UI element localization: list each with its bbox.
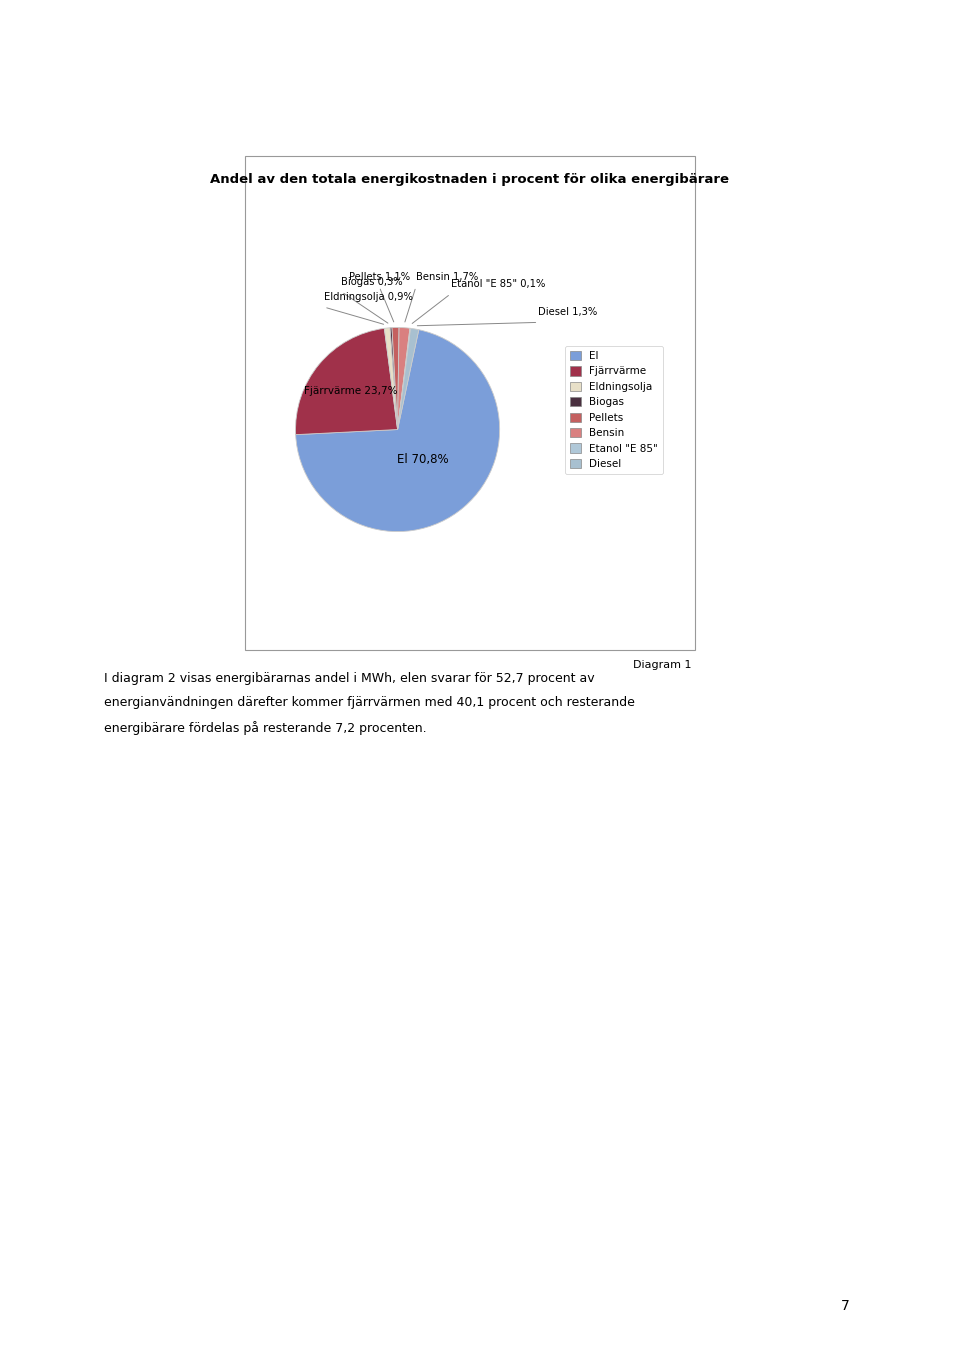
Text: Etanol "E 85" 0,1%: Etanol "E 85" 0,1% [450,278,545,289]
Text: Bensin 1,7%: Bensin 1,7% [416,271,478,281]
Wedge shape [390,328,397,429]
Text: 7: 7 [840,1300,850,1313]
Text: El 70,8%: El 70,8% [397,452,448,466]
Text: Biogas 0,3%: Biogas 0,3% [342,277,403,287]
Wedge shape [296,329,499,532]
Text: Andel av den totala energikostnaden i procent för olika energibärare: Andel av den totala energikostnaden i pr… [210,173,730,185]
Text: Diagram 1: Diagram 1 [633,661,691,670]
Wedge shape [397,328,411,429]
Text: energianvändningen därefter kommer fjärrvärmen med 40,1 procent och resterande: energianvändningen därefter kommer fjärr… [104,696,635,709]
Text: Pellets 1,1%: Pellets 1,1% [348,271,410,281]
Wedge shape [397,328,419,429]
Text: Fjärrvärme 23,7%: Fjärrvärme 23,7% [303,385,397,396]
Legend: El, Fjärrvärme, Eldningsolja, Biogas, Pellets, Bensin, Etanol "E 85", Diesel: El, Fjärrvärme, Eldningsolja, Biogas, Pe… [565,345,663,474]
Wedge shape [296,328,397,435]
Text: Eldningsolja 0,9%: Eldningsolja 0,9% [324,292,413,302]
Text: energibärare fördelas på resterande 7,2 procenten.: energibärare fördelas på resterande 7,2 … [104,721,426,735]
Text: I diagram 2 visas energibärarnas andel i MWh, elen svarar för 52,7 procent av: I diagram 2 visas energibärarnas andel i… [104,672,594,684]
Wedge shape [392,328,399,429]
Wedge shape [397,328,410,429]
Text: Diesel 1,3%: Diesel 1,3% [539,307,598,317]
Wedge shape [384,328,397,429]
